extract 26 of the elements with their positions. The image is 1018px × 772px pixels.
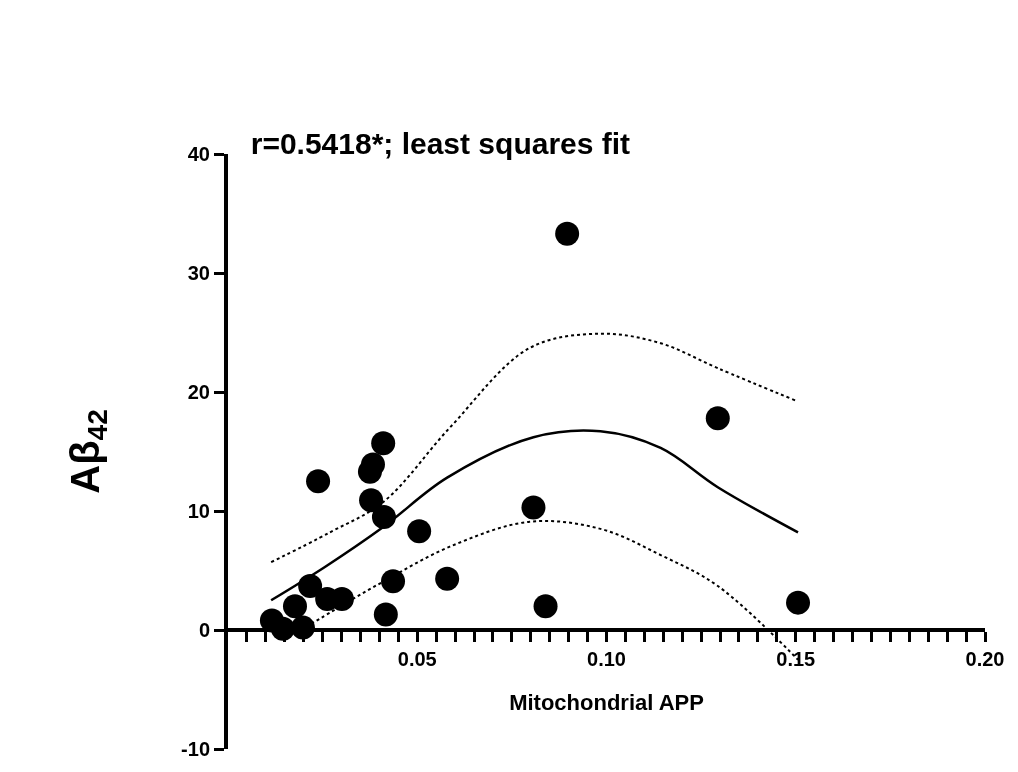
point [407, 519, 432, 544]
point [555, 221, 580, 246]
point [786, 590, 811, 615]
point [371, 431, 396, 456]
point [359, 488, 384, 513]
point [381, 569, 406, 594]
point [306, 469, 331, 494]
x-tick-label: 0.10 [587, 648, 626, 670]
y-tick-label: 30 [187, 262, 210, 284]
y-tick-label: 40 [187, 143, 210, 165]
line-series [269, 429, 800, 602]
x-tick-label: 0.20 [965, 648, 1005, 670]
point [533, 594, 558, 619]
y-tick-label: 20 [187, 381, 210, 403]
point [283, 594, 307, 619]
chart-title: r=0.5418*; least squares fit [250, 127, 631, 160]
x-tick-label: 0.05 [397, 648, 437, 670]
point [373, 602, 398, 627]
x-tick-label: 0.15 [776, 648, 816, 670]
y-tick-label: 10 [187, 500, 210, 522]
point [521, 495, 546, 520]
y-tick-label: -10 [181, 738, 210, 760]
y-tick-label: 0 [198, 619, 210, 641]
point [705, 406, 730, 431]
point [435, 566, 460, 591]
x-axis-title: Mitochondrial APP [509, 690, 704, 716]
